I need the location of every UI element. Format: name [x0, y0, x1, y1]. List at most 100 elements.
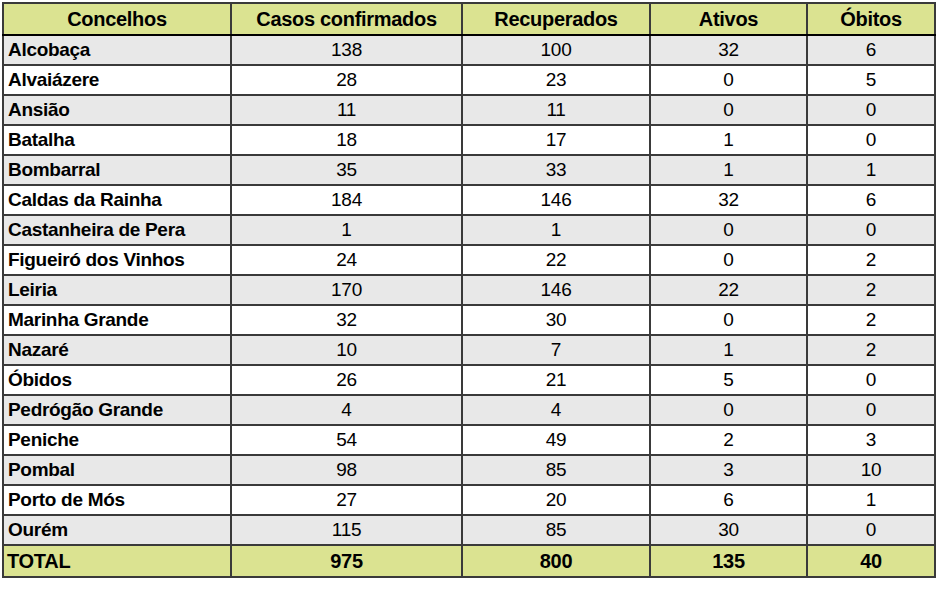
- value-cell: 4: [231, 395, 462, 425]
- total-row: TOTAL 975 800 135 40: [3, 545, 935, 577]
- concelho-name-cell: Castanheira de Pera: [3, 215, 231, 245]
- value-cell: 20: [462, 485, 650, 515]
- value-cell: 4: [462, 395, 650, 425]
- value-cell: 49: [462, 425, 650, 455]
- table-row: Castanheira de Pera1100: [3, 215, 935, 245]
- value-cell: 10: [807, 455, 935, 485]
- concelho-name-cell: Porto de Mós: [3, 485, 231, 515]
- value-cell: 146: [462, 185, 650, 215]
- value-cell: 5: [650, 365, 807, 395]
- table-row: Pombal9885310: [3, 455, 935, 485]
- value-cell: 6: [807, 185, 935, 215]
- header-cell-ativos: Ativos: [650, 3, 807, 35]
- table-row: Caldas da Rainha184146326: [3, 185, 935, 215]
- value-cell: 6: [807, 35, 935, 65]
- value-cell: 54: [231, 425, 462, 455]
- table-row: Óbidos262150: [3, 365, 935, 395]
- value-cell: 24: [231, 245, 462, 275]
- table-header: Concelhos Casos confirmados Recuperados …: [3, 3, 935, 35]
- total-value-cell: 800: [462, 545, 650, 577]
- header-cell-recuperados: Recuperados: [462, 3, 650, 35]
- concelho-name-cell: Pedrógão Grande: [3, 395, 231, 425]
- concelho-name-cell: Batalha: [3, 125, 231, 155]
- value-cell: 30: [650, 515, 807, 545]
- table-footer: TOTAL 975 800 135 40: [3, 545, 935, 577]
- table-row: Leiria170146222: [3, 275, 935, 305]
- table-row: Ourém11585300: [3, 515, 935, 545]
- value-cell: 0: [650, 65, 807, 95]
- value-cell: 184: [231, 185, 462, 215]
- value-cell: 98: [231, 455, 462, 485]
- table-row: Ansião111100: [3, 95, 935, 125]
- value-cell: 3: [650, 455, 807, 485]
- value-cell: 17: [462, 125, 650, 155]
- value-cell: 32: [231, 305, 462, 335]
- table-row: Pedrógão Grande4400: [3, 395, 935, 425]
- table-row: Marinha Grande323002: [3, 305, 935, 335]
- page: Concelhos Casos confirmados Recuperados …: [0, 0, 936, 612]
- value-cell: 5: [807, 65, 935, 95]
- concelho-name-cell: Peniche: [3, 425, 231, 455]
- header-cell-obitos: Óbitos: [807, 3, 935, 35]
- value-cell: 33: [462, 155, 650, 185]
- value-cell: 2: [807, 275, 935, 305]
- header-cell-concelhos: Concelhos: [3, 3, 231, 35]
- value-cell: 0: [650, 215, 807, 245]
- value-cell: 10: [231, 335, 462, 365]
- value-cell: 0: [807, 215, 935, 245]
- value-cell: 2: [807, 335, 935, 365]
- concelho-name-cell: Nazaré: [3, 335, 231, 365]
- value-cell: 22: [650, 275, 807, 305]
- concelho-name-cell: Alvaiázere: [3, 65, 231, 95]
- table-row: Peniche544923: [3, 425, 935, 455]
- concelho-name-cell: Marinha Grande: [3, 305, 231, 335]
- concelho-name-cell: Ourém: [3, 515, 231, 545]
- value-cell: 1: [462, 215, 650, 245]
- value-cell: 115: [231, 515, 462, 545]
- concelho-name-cell: Figueiró dos Vinhos: [3, 245, 231, 275]
- table-row: Alcobaça138100326: [3, 35, 935, 65]
- value-cell: 2: [650, 425, 807, 455]
- covid-cases-table: Concelhos Casos confirmados Recuperados …: [2, 2, 936, 578]
- value-cell: 18: [231, 125, 462, 155]
- table-row: Nazaré10712: [3, 335, 935, 365]
- concelho-name-cell: Leiria: [3, 275, 231, 305]
- table-row: Batalha181710: [3, 125, 935, 155]
- value-cell: 32: [650, 35, 807, 65]
- value-cell: 0: [650, 395, 807, 425]
- value-cell: 32: [650, 185, 807, 215]
- value-cell: 100: [462, 35, 650, 65]
- value-cell: 23: [462, 65, 650, 95]
- concelho-name-cell: Alcobaça: [3, 35, 231, 65]
- value-cell: 2: [807, 245, 935, 275]
- value-cell: 22: [462, 245, 650, 275]
- value-cell: 0: [807, 95, 935, 125]
- value-cell: 170: [231, 275, 462, 305]
- concelho-name-cell: Caldas da Rainha: [3, 185, 231, 215]
- value-cell: 0: [807, 395, 935, 425]
- value-cell: 26: [231, 365, 462, 395]
- concelho-name-cell: Ansião: [3, 95, 231, 125]
- value-cell: 6: [650, 485, 807, 515]
- header-row: Concelhos Casos confirmados Recuperados …: [3, 3, 935, 35]
- value-cell: 0: [650, 245, 807, 275]
- table-row: Figueiró dos Vinhos242202: [3, 245, 935, 275]
- value-cell: 85: [462, 515, 650, 545]
- total-label-cell: TOTAL: [3, 545, 231, 577]
- value-cell: 146: [462, 275, 650, 305]
- value-cell: 30: [462, 305, 650, 335]
- value-cell: 21: [462, 365, 650, 395]
- concelho-name-cell: Bombarral: [3, 155, 231, 185]
- value-cell: 11: [231, 95, 462, 125]
- table-row: Porto de Mós272061: [3, 485, 935, 515]
- total-value-cell: 135: [650, 545, 807, 577]
- value-cell: 1: [650, 155, 807, 185]
- value-cell: 28: [231, 65, 462, 95]
- value-cell: 27: [231, 485, 462, 515]
- concelho-name-cell: Óbidos: [3, 365, 231, 395]
- value-cell: 85: [462, 455, 650, 485]
- value-cell: 3: [807, 425, 935, 455]
- total-value-cell: 40: [807, 545, 935, 577]
- value-cell: 0: [650, 305, 807, 335]
- value-cell: 0: [807, 365, 935, 395]
